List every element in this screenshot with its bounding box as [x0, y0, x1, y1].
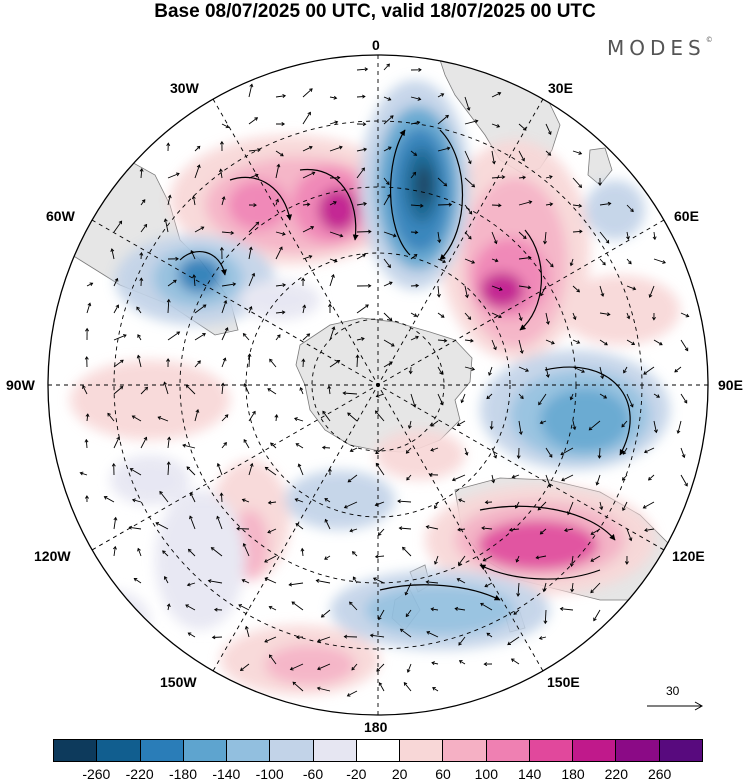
negative-anomaly-drake-core [178, 257, 222, 293]
negative-anomaly-pacific-5 [70, 590, 150, 650]
colorbar-tick-label: -140 [212, 766, 241, 782]
colorbar-bin [355, 740, 400, 761]
positive-anomaly-atlantic-core [318, 188, 358, 232]
south-pole-marker [376, 383, 380, 387]
land-madagascar [587, 147, 613, 186]
colorbar-tick-label: -20 [346, 766, 367, 782]
negative-anomaly-pacific-1 [285, 470, 395, 530]
colorbar-bin [442, 740, 486, 761]
positive-anomaly-pacific-east [70, 360, 230, 440]
positive-anomaly-australia-core [478, 520, 598, 570]
reference-vector-label: 30 [666, 684, 680, 698]
logo-mark: © [705, 36, 713, 44]
label-lon-30w: 30W [170, 80, 199, 96]
colorbar-tick-label: -60 [302, 766, 324, 782]
label-lon-90e: 90E [718, 377, 743, 393]
label-lon-150w: 150W [160, 674, 197, 690]
label-lon-30e: 30E [548, 80, 573, 96]
map-border [47, 54, 709, 716]
negative-anomaly-atlantic-darkest [415, 165, 433, 205]
negative-anomaly-indian-south-core [540, 388, 630, 452]
label-lon-60w: 60W [46, 208, 75, 224]
label-lon-120e: 120E [672, 548, 705, 564]
wind-vectors [79, 63, 690, 697]
positive-anomaly-atlantic-inner-w [228, 180, 288, 230]
positive-anomaly-indian-east-weak [560, 275, 680, 345]
colorbar-bin [139, 740, 183, 761]
colorbar-tick-label: -100 [255, 766, 284, 782]
map-title: Base 08/07/2025 00 UTC, valid 18/07/2025… [154, 1, 596, 22]
colorbar-bin [54, 740, 97, 761]
colorbar-bin [615, 740, 659, 761]
polar-map [47, 54, 709, 716]
label-lon-120w: 120W [34, 548, 71, 564]
reference-vector-arrow [647, 701, 704, 711]
colorbar-tick-label: 260 [647, 766, 672, 782]
colorbar-tick-label: 180 [561, 766, 585, 782]
colorbar-tick-label: 20 [391, 766, 408, 782]
negative-anomaly-madagascar [585, 180, 645, 240]
label-lon-180: 180 [364, 719, 388, 735]
colorbar-bin [269, 740, 313, 761]
negative-anomaly-pacific-3 [240, 280, 320, 320]
colorbar-bin [528, 740, 573, 761]
colorbar-bin [572, 740, 616, 761]
colorbar-tick-label: -220 [125, 766, 154, 782]
label-lon-60e: 60E [674, 208, 699, 224]
label-lon-0: 0 [372, 37, 380, 53]
colorbar-tick-label: 140 [517, 766, 542, 782]
colorbar-bin [182, 740, 227, 761]
colorbar-bin [96, 740, 140, 761]
negative-anomaly-pacific-2 [155, 490, 245, 630]
colorbar-bin [485, 740, 529, 761]
colorbar-bin [658, 740, 702, 761]
colorbar-bin [312, 740, 356, 761]
colorbar-bin [399, 740, 443, 761]
label-lon-90w: 90W [6, 377, 35, 393]
colorbar-tick-label: 220 [604, 766, 629, 782]
label-lon-150e: 150E [547, 674, 580, 690]
colorbar [53, 739, 703, 762]
colorbar-tick-label: 60 [435, 766, 451, 782]
colorbar-bin [226, 740, 270, 761]
circulation-arcs [179, 129, 631, 601]
negative-anomaly-pacific-4 [110, 455, 190, 505]
colorbar-tick-label: -260 [82, 766, 111, 782]
positive-anomaly-ross [375, 430, 465, 480]
colorbar-tick-label: -180 [168, 766, 198, 782]
modes-logo: MODES© [607, 36, 713, 60]
logo-text: MODES [607, 36, 706, 60]
negative-anomaly-tasman-core [365, 585, 515, 635]
colorbar-tick-label: 100 [474, 766, 499, 782]
positive-anomaly-pacific-south-2 [265, 645, 355, 685]
